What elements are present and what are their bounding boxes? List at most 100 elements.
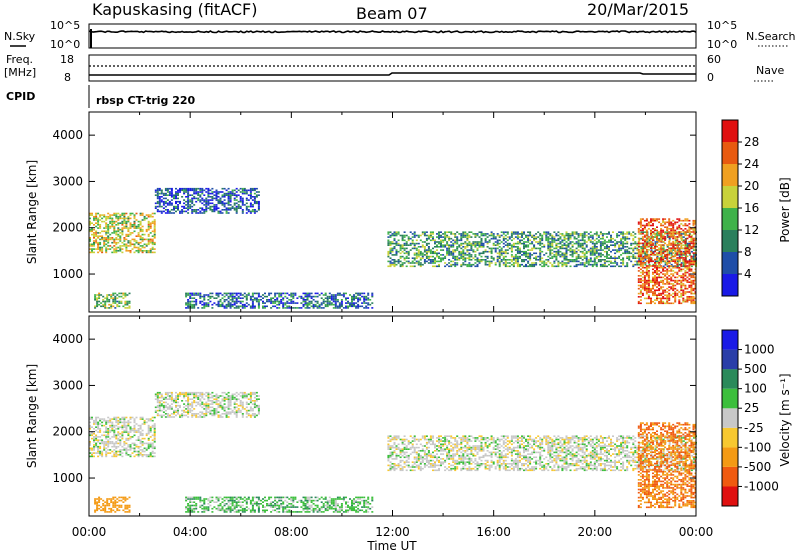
power-cell <box>647 265 650 267</box>
power-cell <box>680 231 683 233</box>
power-cell <box>531 254 534 256</box>
power-cell <box>474 246 477 248</box>
velocity-cell <box>125 450 128 453</box>
power-cell <box>357 292 360 295</box>
power-cell <box>573 237 576 240</box>
power-cell <box>147 243 150 246</box>
power-cell <box>113 240 116 242</box>
power-cell <box>460 263 463 266</box>
velocity-cell <box>119 450 122 453</box>
power-cell <box>652 250 655 253</box>
power-cell <box>688 254 691 256</box>
power-cell <box>462 254 465 256</box>
power-cell <box>585 265 588 268</box>
power-cell <box>247 294 250 296</box>
power-cell <box>141 245 144 247</box>
velocity-cell <box>95 452 98 454</box>
power-cell <box>496 259 499 261</box>
power-cell <box>302 300 305 303</box>
power-cell <box>429 252 432 255</box>
power-cell <box>205 305 208 308</box>
power-cell <box>353 305 355 308</box>
power-cell <box>312 303 315 306</box>
power-cell <box>529 259 532 261</box>
power-cell <box>486 242 489 245</box>
power-cell <box>215 196 218 198</box>
velocity-cell <box>103 447 106 450</box>
power-cell <box>191 197 194 200</box>
power-cell <box>272 297 275 299</box>
power-cell <box>438 241 440 243</box>
power-cell <box>585 255 588 258</box>
power-cell <box>99 246 102 249</box>
power-cell <box>641 224 644 227</box>
power-cell <box>89 230 91 233</box>
power-cell <box>109 237 112 239</box>
power-cell <box>512 262 515 264</box>
power-cell <box>389 252 392 255</box>
power-cell <box>423 234 426 237</box>
power-cell <box>527 246 530 248</box>
power-cell <box>284 292 287 295</box>
power-cell <box>121 227 124 229</box>
power-cell <box>567 262 570 264</box>
power-cell <box>654 218 656 220</box>
power-cell <box>429 262 432 264</box>
power-cell <box>647 270 650 272</box>
power-cell <box>345 292 347 295</box>
power-cell <box>403 262 406 264</box>
velocity-cell <box>113 454 116 456</box>
power-cell <box>585 252 588 255</box>
power-cell <box>107 248 110 250</box>
power-cell <box>251 300 254 303</box>
power-cell <box>650 246 653 248</box>
power-cell <box>637 255 640 258</box>
power-cell <box>123 217 126 220</box>
power-cell <box>129 245 132 247</box>
power-cell <box>549 247 552 250</box>
power-cell <box>427 255 430 258</box>
power-cell <box>270 300 273 303</box>
power-cell <box>652 260 654 262</box>
power-cell <box>97 232 100 234</box>
velocity-cell <box>147 432 150 435</box>
power-cell <box>219 210 222 213</box>
power-cell <box>559 237 562 240</box>
power-cell <box>641 258 644 261</box>
power-cell <box>123 227 126 229</box>
power-cell <box>593 242 596 245</box>
power-cell <box>308 303 311 306</box>
power-cell <box>494 262 497 264</box>
velocity-cell <box>153 432 156 435</box>
power-cell <box>686 279 689 282</box>
power-cell <box>512 265 515 268</box>
velocity-cell <box>129 436 132 438</box>
power-cell <box>472 249 475 251</box>
velocity-cell <box>183 409 186 412</box>
power-cell <box>363 302 366 304</box>
power-cell <box>458 244 461 246</box>
power-cell <box>123 238 126 241</box>
freq-panel-frame <box>88 54 697 82</box>
power-cell <box>680 247 683 249</box>
power-cell <box>162 207 165 209</box>
velocity-cell <box>149 426 152 428</box>
power-cell <box>595 234 598 237</box>
power-cell <box>446 242 449 245</box>
power-cell <box>555 239 558 242</box>
velocity-cell <box>113 436 116 438</box>
power-cell <box>549 252 552 255</box>
power-cell <box>257 305 260 308</box>
power-cell <box>547 255 550 258</box>
power-cell <box>105 215 108 218</box>
power-cell <box>359 299 362 301</box>
power-cell <box>643 276 646 279</box>
power-cell <box>241 204 244 206</box>
power-cell <box>641 232 644 235</box>
velocity-cell <box>133 434 136 437</box>
power-cell <box>239 191 242 193</box>
power-cell <box>125 243 128 246</box>
power-cell <box>456 247 459 250</box>
power-cell <box>223 192 226 195</box>
power-cell <box>647 253 650 256</box>
